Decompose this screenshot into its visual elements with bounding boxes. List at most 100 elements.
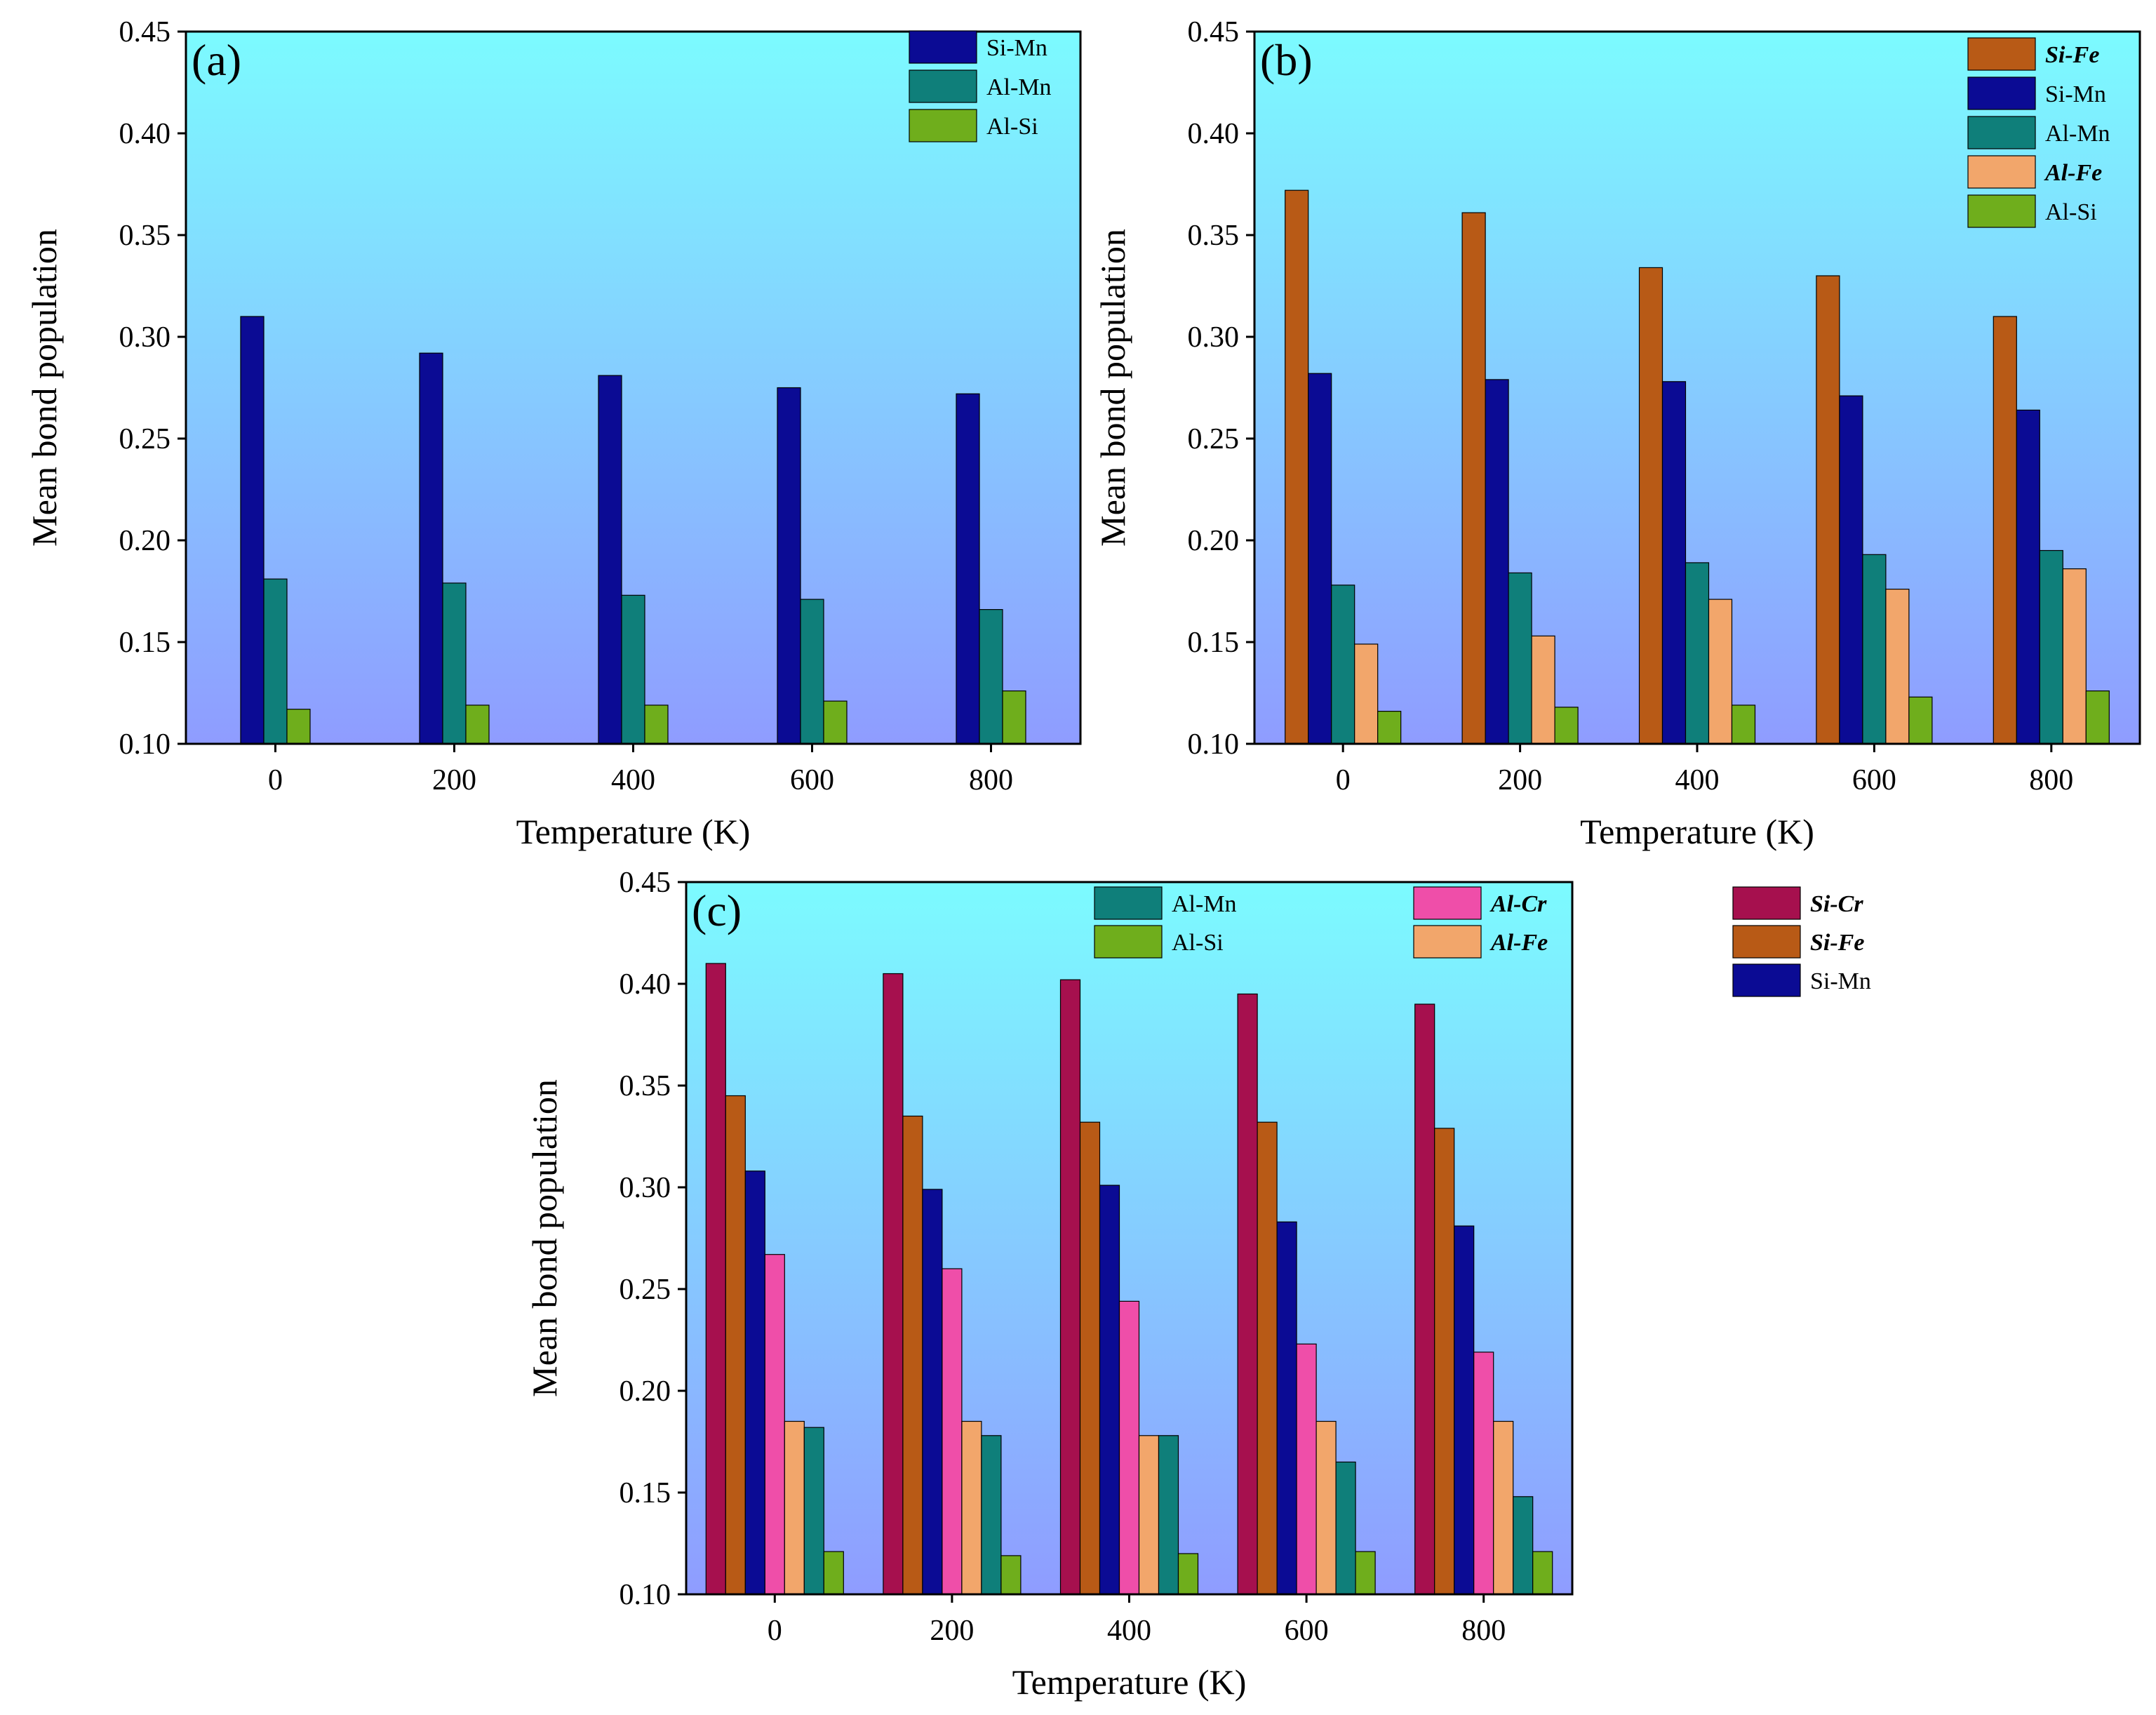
- y-tick-label: 0.15: [1188, 627, 1240, 659]
- bar-al-si-600: [823, 700, 848, 745]
- legend: Si-Mn Al-Mn Al-Si: [909, 30, 1052, 142]
- y-tick-label: 0.20: [1188, 525, 1240, 557]
- chart-panel-2: 0.10 0.15 0.20 0.25 0.30 0.35 0.40 0.45 0 200 400 6…: [525, 867, 1871, 1702]
- bar-al-si-800: [1002, 690, 1026, 745]
- y-tick-label: 0.35: [620, 1070, 671, 1102]
- y-axis-title: Mean bond population: [525, 1079, 564, 1397]
- legend-label-al-mn: Al-Mn: [2045, 121, 2110, 147]
- y-tick-label: 0.20: [620, 1375, 671, 1408]
- legend-label-si-mn: Si-Mn: [986, 35, 1047, 61]
- bar-si-mn-400: [1661, 381, 1687, 745]
- bar-al-fe-200: [961, 1420, 982, 1595]
- bar-al-mn-800: [1513, 1496, 1534, 1595]
- x-tick-label: 400: [611, 764, 655, 796]
- legend-label-si-mn: Si-Mn: [1810, 968, 1871, 994]
- legend-label-al-cr: Al-Cr: [1489, 891, 1547, 917]
- bar-al-si-200: [1000, 1555, 1022, 1595]
- y-tick-label: 0.40: [620, 968, 671, 1001]
- x-tick-label: 600: [1285, 1615, 1329, 1647]
- bar-al-cr-200: [942, 1268, 963, 1595]
- bar-al-mn-600: [1862, 554, 1887, 745]
- bar-al-fe-0: [784, 1420, 805, 1595]
- bar-si-mn-400: [598, 375, 622, 745]
- legend-label-si-cr: Si-Cr: [1810, 891, 1863, 917]
- bar-al-fe-0: [1354, 643, 1379, 745]
- chart-panel-1: 0.10 0.15 0.20 0.25 0.30 0.35 0.40 0.45 0 200 400 6…: [1093, 16, 2141, 851]
- legend-label-al-mn: Al-Mn: [1172, 891, 1237, 917]
- x-axis-title: Temperature (K): [516, 812, 751, 851]
- bar-al-fe-600: [1885, 588, 1910, 745]
- bar-si-fe-600: [1816, 275, 1840, 745]
- bar-si-cr-400: [1059, 979, 1081, 1595]
- bar-si-fe-600: [1257, 1121, 1278, 1595]
- bar-si-fe-400: [1638, 267, 1663, 745]
- bar-al-fe-400: [1708, 599, 1733, 745]
- bar-si-fe-800: [1993, 316, 2017, 745]
- bar-al-fe-400: [1138, 1435, 1160, 1595]
- legend-label-al-mn: Al-Mn: [986, 74, 1052, 100]
- bar-al-fe-200: [1531, 635, 1555, 745]
- bar-al-cr-600: [1296, 1343, 1317, 1595]
- bar-al-mn-200: [981, 1435, 1002, 1595]
- y-tick-label: 0.30: [620, 1172, 671, 1204]
- legend-swatch-al-cr: [1413, 886, 1482, 920]
- bar-al-si-0: [1377, 710, 1402, 745]
- bar-al-mn-0: [1331, 585, 1355, 745]
- y-tick-label: 0.40: [1188, 118, 1240, 150]
- x-tick-label: 0: [768, 1615, 782, 1647]
- y-axis-title: Mean bond population: [1093, 229, 1132, 547]
- legend-swatch-si-mn: [909, 30, 977, 64]
- bar-si-mn-600: [777, 387, 801, 745]
- legend-swatch-al-si: [1967, 194, 2036, 228]
- y-tick-label: 0.25: [1188, 423, 1240, 455]
- legend-label-al-si: Al-Si: [986, 114, 1038, 140]
- y-tick-label: 0.15: [620, 1477, 671, 1509]
- bar-al-mn-200: [442, 582, 467, 745]
- y-tick-label: 0.45: [119, 16, 171, 48]
- bar-al-mn-400: [1685, 562, 1710, 745]
- x-tick-label: 200: [432, 764, 476, 796]
- bar-al-cr-800: [1473, 1352, 1494, 1595]
- x-tick-label: 400: [1107, 1615, 1151, 1647]
- y-tick-label: 0.45: [1188, 16, 1240, 48]
- bar-si-cr-0: [705, 963, 726, 1595]
- legend-swatch-al-mn: [1094, 886, 1163, 920]
- y-tick-label: 0.25: [620, 1274, 671, 1306]
- y-axis-title: Mean bond population: [25, 229, 64, 547]
- x-tick-label: 600: [1852, 764, 1896, 796]
- bar-si-cr-600: [1237, 993, 1258, 1595]
- chart-panel-0: 0.10 0.15 0.20 0.25 0.30 0.35 0.40 0.45 0 200 400 6…: [25, 16, 1082, 851]
- bar-si-cr-200: [883, 973, 904, 1595]
- y-tick-label: 0.35: [119, 220, 171, 252]
- bar-al-si-200: [465, 705, 490, 745]
- legend-swatch-si-mn: [1967, 76, 2036, 110]
- bar-si-fe-200: [902, 1115, 923, 1595]
- bar-si-mn-800: [1454, 1225, 1475, 1595]
- legend-label-si-fe: Si-Fe: [1810, 930, 1864, 956]
- y-tick-label: 0.40: [119, 118, 171, 150]
- x-tick-label: 400: [1675, 764, 1720, 796]
- y-tick-label: 0.10: [620, 1579, 671, 1611]
- legend-label-al-si: Al-Si: [2045, 199, 2097, 225]
- bar-al-si-400: [644, 705, 669, 745]
- bar-si-mn-800: [956, 393, 980, 745]
- x-tick-label: 800: [2029, 764, 2073, 796]
- legend-label-si-fe: Si-Fe: [2045, 42, 2099, 68]
- bar-si-mn-400: [1099, 1185, 1120, 1595]
- bar-al-si-600: [1355, 1551, 1376, 1595]
- legend: Al-Mn Al-Si Al-Cr Al-Fe Si-Cr Si-Fe Si-Mn: [1094, 886, 1871, 997]
- legend-swatch-si-cr: [1732, 886, 1801, 920]
- legend-swatch-al-si: [1094, 925, 1163, 959]
- bar-al-mn-800: [979, 608, 1003, 745]
- bar-al-fe-800: [1493, 1420, 1514, 1595]
- bar-al-fe-800: [2062, 568, 2087, 745]
- bar-si-mn-200: [419, 352, 443, 745]
- bar-al-mn-0: [803, 1427, 824, 1595]
- bar-si-mn-0: [240, 316, 265, 745]
- bar-al-mn-600: [1335, 1461, 1356, 1595]
- bar-si-fe-0: [725, 1095, 746, 1595]
- bar-al-si-0: [823, 1551, 844, 1595]
- bar-al-mn-400: [1158, 1435, 1179, 1595]
- bar-si-mn-200: [1485, 379, 1509, 745]
- legend: Si-Fe Si-Mn Al-Mn Al-Fe Al-Si: [1967, 37, 2110, 228]
